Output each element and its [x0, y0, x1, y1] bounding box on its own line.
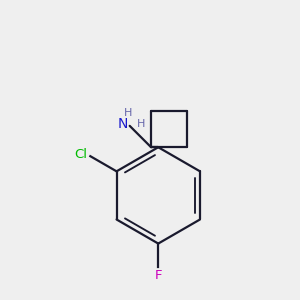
Text: N: N [118, 118, 128, 131]
Text: Cl: Cl [75, 148, 88, 161]
Text: H: H [124, 108, 133, 118]
Text: H: H [136, 119, 145, 130]
Text: F: F [154, 269, 162, 282]
